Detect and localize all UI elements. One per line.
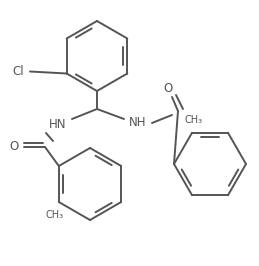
Text: O: O: [9, 140, 19, 153]
Text: HN: HN: [49, 118, 67, 131]
Text: CH₃: CH₃: [185, 115, 203, 125]
Text: NH: NH: [129, 117, 147, 130]
Text: Cl: Cl: [12, 65, 24, 78]
Text: O: O: [163, 82, 173, 95]
Text: CH₃: CH₃: [46, 210, 64, 220]
